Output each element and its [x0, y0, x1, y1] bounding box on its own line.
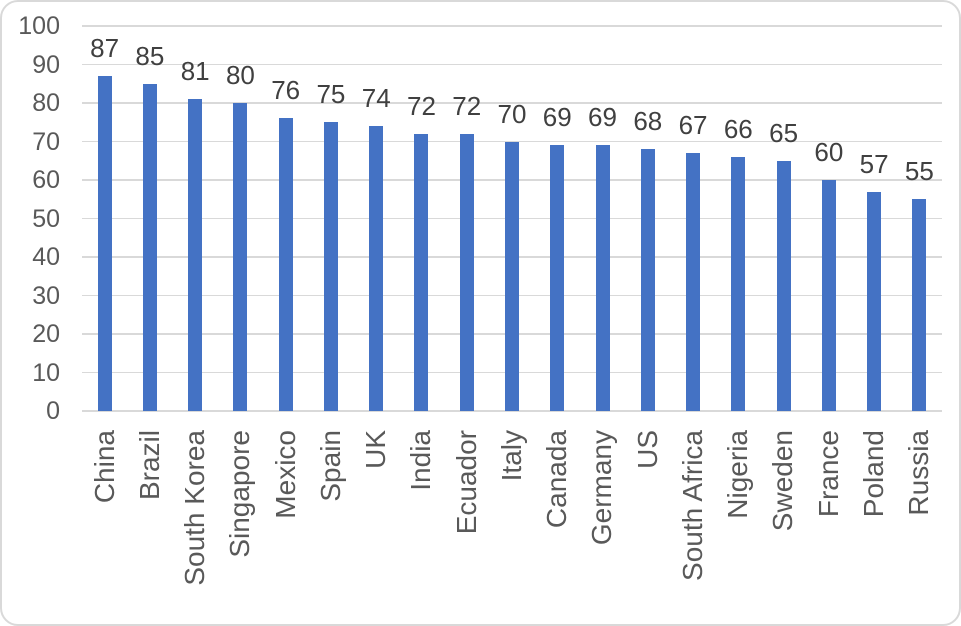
x-axis-category-label: Ecuador — [450, 430, 482, 535]
x-axis-category-label: India — [405, 430, 437, 491]
y-axis-tick-label: 80 — [32, 89, 60, 117]
x-axis-category-label: France — [812, 430, 844, 518]
gridline — [82, 25, 942, 27]
x-axis-category-cell: India — [399, 430, 444, 624]
y-axis-tick-label: 60 — [32, 166, 60, 194]
x-axis-category-label: South Africa — [676, 430, 708, 581]
x-axis-category-cell: Poland — [851, 430, 896, 624]
x-axis-category-cell: Spain — [308, 430, 353, 624]
gridline — [82, 63, 942, 66]
bar-value-label: 80 — [225, 60, 255, 90]
x-axis-category-cell: Mexico — [263, 430, 308, 624]
x-axis-category-cell: China — [82, 430, 127, 624]
x-axis-category-cell: France — [806, 430, 851, 624]
bar-value-label: 69 — [542, 102, 572, 133]
x-axis-category-label: Spain — [314, 430, 346, 502]
bar-value-label: 72 — [452, 90, 482, 121]
bar-value-label: 65 — [769, 117, 799, 148]
bar — [821, 180, 836, 411]
bar — [505, 141, 519, 411]
bar-value-label: 75 — [316, 79, 346, 110]
bar — [278, 118, 293, 411]
x-axis-category-label: China — [88, 430, 120, 504]
x-axis-category-label: Mexico — [269, 430, 301, 519]
bar — [188, 99, 203, 411]
x-axis-category-cell: US — [625, 430, 670, 624]
bar-value-label: 85 — [135, 40, 165, 71]
bar — [459, 133, 474, 411]
x-axis-category-cell: Singapore — [218, 430, 263, 624]
gridline — [82, 102, 942, 104]
x-axis-category-label: UK — [360, 430, 392, 469]
y-axis-tick-label: 0 — [46, 397, 60, 425]
bar — [550, 145, 565, 411]
bar — [97, 76, 112, 411]
x-axis-category-cell: Sweden — [761, 430, 806, 624]
x-axis-category-label: Sweden — [767, 430, 799, 532]
y-axis-tick-label: 30 — [32, 281, 60, 310]
x-axis-category-cell: South Korea — [173, 430, 218, 624]
x-axis-category-label: Canada — [541, 430, 573, 529]
y-axis-tick-label: 40 — [32, 243, 60, 271]
bar-value-label: 81 — [180, 56, 210, 87]
bar-value-label: 68 — [633, 106, 663, 137]
bar-value-label: 87 — [90, 33, 120, 64]
x-axis-category-label: Brazil — [133, 430, 165, 501]
x-axis-category-cell: Italy — [489, 430, 534, 624]
bar — [595, 145, 610, 411]
x-axis-category-cell: Russia — [897, 430, 942, 624]
x-axis-category-label: Italy — [495, 430, 527, 482]
bar-value-label: 74 — [361, 83, 391, 114]
x-axis-category-cell: Canada — [535, 430, 580, 624]
bar-value-label: 67 — [678, 110, 708, 141]
y-axis-tick-label: 70 — [32, 127, 60, 156]
x-axis-category-cell: Germany — [580, 430, 625, 624]
bar-value-label: 60 — [814, 137, 844, 167]
x-axis-category-cell: Ecuador — [444, 430, 489, 624]
gridline — [82, 410, 942, 412]
bar-value-label: 55 — [904, 156, 934, 187]
bar — [867, 191, 882, 411]
bar — [369, 126, 384, 411]
bar — [233, 103, 248, 411]
x-axis-category-label: US — [631, 430, 663, 469]
x-axis-category-label: Singapore — [224, 430, 256, 558]
x-axis-category-cell: Nigeria — [716, 430, 761, 624]
x-axis-category-label: Nigeria — [722, 430, 754, 519]
bar — [731, 156, 746, 411]
bar — [912, 199, 927, 411]
y-axis-tick-label: 90 — [32, 50, 60, 79]
bar-value-label: 69 — [588, 102, 617, 133]
bar — [414, 133, 429, 411]
bar-value-label: 57 — [859, 148, 889, 179]
bar-value-label: 70 — [497, 98, 527, 129]
y-axis-tick-label: 20 — [32, 320, 60, 348]
bar — [142, 83, 157, 411]
bar-value-label: 72 — [407, 90, 436, 121]
bar — [776, 160, 791, 411]
x-axis-category-label: Russia — [903, 430, 935, 516]
y-axis-tick-label: 100 — [18, 12, 60, 40]
bar-value-label: 66 — [723, 113, 753, 144]
x-axis-category-cell: Brazil — [127, 430, 172, 624]
bar — [323, 122, 338, 411]
x-axis-category-label: Poland — [858, 430, 889, 518]
x-axis-category-cell: UK — [354, 430, 399, 624]
x-axis-category-cell: South Africa — [670, 430, 715, 624]
x-axis-category-label: Germany — [586, 430, 618, 546]
bar-value-label: 76 — [271, 75, 301, 106]
y-axis-tick-label: 50 — [32, 204, 60, 233]
y-axis-tick-label: 10 — [32, 358, 60, 387]
bar — [640, 149, 655, 411]
x-axis-category-label: South Korea — [179, 430, 211, 586]
bar — [686, 153, 701, 411]
